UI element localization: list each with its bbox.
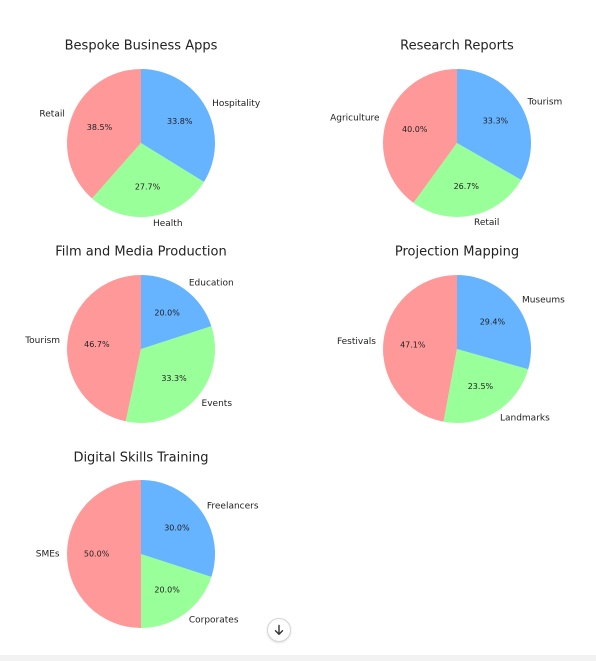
pie-slice-landmarks — [443, 349, 529, 423]
pie-slice-education — [141, 275, 212, 349]
pie-slice-corporates — [141, 554, 212, 628]
slice-label: Retail — [474, 218, 499, 228]
slice-percentage: 29.4% — [480, 318, 506, 327]
slice-label: Corporates — [189, 615, 239, 625]
slice-percentage: 20.0% — [154, 585, 180, 594]
pie-slice-smes — [67, 480, 141, 628]
slice-percentage: 20.0% — [154, 309, 180, 318]
pie-slice-tourism — [67, 275, 141, 422]
slice-percentage: 23.5% — [468, 382, 494, 391]
slice-label: Events — [202, 399, 233, 409]
slice-label: Health — [153, 219, 183, 229]
slice-label: SMEs — [36, 550, 60, 560]
bottom-strip — [0, 655, 596, 661]
pie-chart: Bespoke Business Apps 38.5% Retail 27.7% Hea… — [39, 39, 260, 230]
slice-label: Tourism — [24, 336, 60, 346]
slice-percentage: 27.7% — [135, 182, 161, 191]
pie-chart: Research Reports 40.0% Agriculture 26.7% Ret… — [330, 39, 562, 229]
slice-label: Landmarks — [500, 414, 550, 424]
pie-chart: Projection Mapping 47.1% Festivals 23.5% Lan… — [337, 245, 565, 424]
slice-label: Museums — [522, 295, 565, 305]
slice-label: Education — [189, 279, 234, 289]
pie-slice-retail — [413, 143, 522, 218]
pie-slice-hospitality — [141, 69, 215, 182]
slice-percentage: 33.3% — [161, 374, 187, 383]
pie-chart: Film and Media Production 46.7% Tourism 33.… — [24, 245, 234, 423]
slice-percentage: 47.1% — [400, 340, 426, 349]
slice-label: Festivals — [337, 337, 376, 347]
slice-label: Retail — [39, 110, 64, 120]
slice-percentage: 26.7% — [454, 182, 480, 191]
slice-label: Agriculture — [330, 113, 380, 123]
arrow-down-icon — [273, 621, 285, 640]
slice-percentage: 40.0% — [402, 125, 428, 134]
slice-label: Hospitality — [212, 99, 261, 109]
slice-percentage: 50.0% — [84, 550, 110, 559]
slice-label: Tourism — [526, 98, 562, 108]
pie-slice-agriculture — [382, 69, 457, 203]
pie-slice-retail — [66, 69, 141, 199]
pie-chart: Digital Skills Training 50.0% SMEs 20.0% Cor… — [36, 451, 259, 628]
pie-slice-museums — [457, 275, 532, 370]
chart-title: Projection Mapping — [395, 245, 519, 260]
pie-slice-freelancers — [141, 479, 216, 577]
slice-percentage: 38.5% — [87, 123, 113, 132]
pie-slice-festivals — [383, 275, 457, 422]
pie-slice-health — [92, 143, 204, 217]
chart-title: Film and Media Production — [55, 245, 226, 260]
pie-slice-tourism — [457, 69, 531, 180]
slice-label: Freelancers — [207, 502, 259, 512]
scroll-down-button[interactable] — [267, 618, 291, 642]
slice-percentage: 33.3% — [483, 116, 509, 125]
pie-slice-events — [125, 326, 216, 423]
slice-percentage: 46.7% — [84, 340, 110, 349]
chart-title: Research Reports — [400, 39, 514, 54]
slice-percentage: 33.8% — [167, 117, 193, 126]
chart-title: Bespoke Business Apps — [65, 39, 218, 54]
chart-title: Digital Skills Training — [73, 451, 208, 466]
slice-percentage: 30.0% — [164, 523, 190, 532]
